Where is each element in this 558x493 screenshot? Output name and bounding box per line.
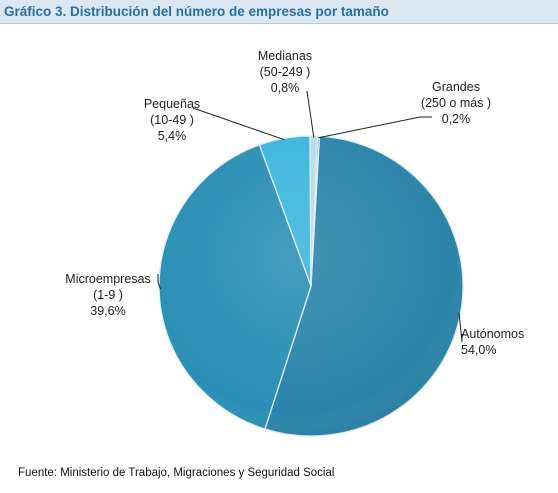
- label-autonomos-name: Autónomos: [461, 327, 524, 341]
- source-note: Fuente: Ministerio de Trabajo, Migracion…: [18, 467, 335, 479]
- label-microempresas-range: (1-9 ): [93, 288, 123, 302]
- chart-title-bar: Gráfico 3. Distribución del número de em…: [0, 0, 558, 24]
- label-pequenas-name: Pequeñas: [144, 97, 200, 111]
- leader-line-pequenas: [192, 107, 285, 141]
- label-grandes-range: (250 o más ): [421, 96, 491, 110]
- chart-title: Gráfico 3. Distribución del número de em…: [4, 4, 389, 19]
- label-pequenas-percent: 5,4%: [158, 129, 187, 143]
- leader-line-grandes: [318, 116, 432, 139]
- leader-line-autonomos: [458, 312, 463, 343]
- label-medianas-range: (50-249 ): [260, 65, 311, 79]
- label-autonomos-percent: 54,0%: [461, 343, 496, 357]
- leader-line-microempresas: [157, 274, 161, 290]
- label-medianas-percent: 0,8%: [271, 81, 300, 95]
- label-medianas-name: Medianas: [258, 49, 312, 63]
- label-microempresas-name: Microempresas: [65, 272, 150, 286]
- label-grandes-percent: 0,2%: [442, 112, 471, 126]
- label-microempresas-percent: 39,6%: [90, 304, 125, 318]
- leader-line-medianas: [306, 90, 315, 138]
- label-pequenas-range: (10-49 ): [150, 113, 194, 127]
- pie-chart: Autónomos 54,0% Microempresas (1-9 ) 39,6% Pe…: [65, 49, 524, 437]
- label-grandes-name: Grandes: [432, 80, 480, 94]
